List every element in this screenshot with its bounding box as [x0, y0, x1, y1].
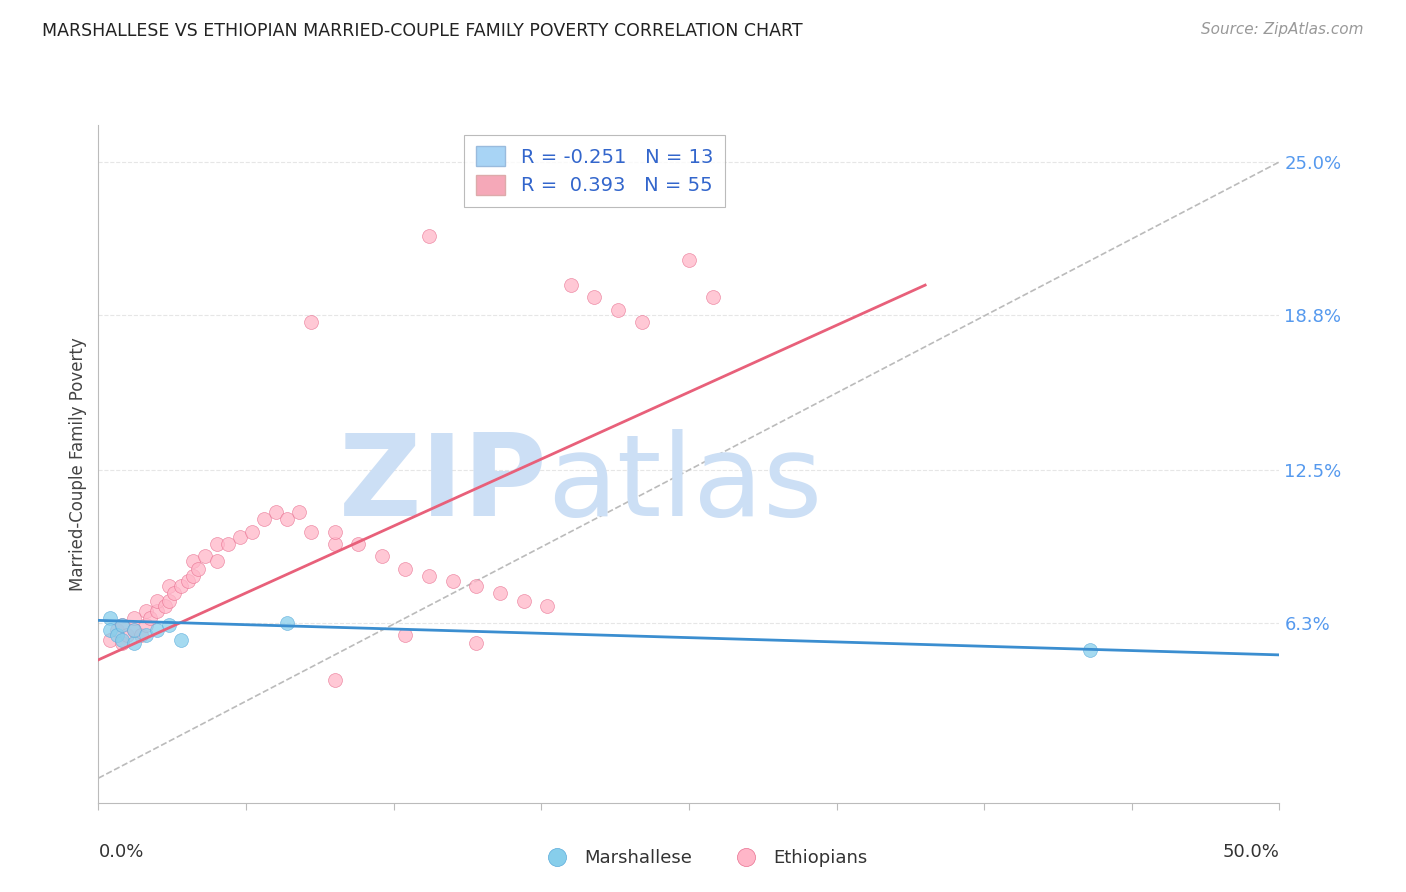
- Point: [146, 593, 169, 607]
- Point: [323, 537, 346, 551]
- Point: [276, 615, 298, 630]
- Point: [170, 633, 193, 648]
- Point: [229, 530, 252, 544]
- Text: 0.0%: 0.0%: [98, 843, 143, 861]
- Point: [122, 624, 145, 638]
- Point: [181, 569, 204, 583]
- Point: [299, 524, 322, 539]
- Point: [135, 628, 157, 642]
- Point: [129, 628, 152, 642]
- Point: [630, 315, 652, 329]
- Point: [489, 586, 512, 600]
- Point: [157, 618, 180, 632]
- Point: [347, 537, 370, 551]
- Point: [205, 537, 228, 551]
- Point: [560, 278, 582, 293]
- Point: [163, 586, 186, 600]
- Point: [394, 561, 416, 575]
- Point: [157, 593, 180, 607]
- Point: [253, 512, 276, 526]
- Point: [170, 579, 193, 593]
- Point: [98, 611, 121, 625]
- Point: [299, 315, 322, 329]
- Point: [583, 290, 606, 304]
- Point: [122, 635, 145, 649]
- Text: 50.0%: 50.0%: [1223, 843, 1279, 861]
- Point: [394, 628, 416, 642]
- Point: [323, 524, 346, 539]
- Point: [98, 624, 121, 638]
- Point: [465, 579, 488, 593]
- Point: [122, 611, 145, 625]
- Point: [177, 574, 200, 588]
- Point: [465, 635, 488, 649]
- Point: [157, 579, 180, 593]
- Point: [146, 603, 169, 617]
- Point: [512, 593, 534, 607]
- Point: [111, 618, 134, 632]
- Point: [194, 549, 217, 564]
- Point: [115, 628, 138, 642]
- Point: [1080, 643, 1102, 657]
- Point: [323, 673, 346, 687]
- Point: [702, 290, 724, 304]
- Point: [276, 512, 298, 526]
- Text: ZIP: ZIP: [339, 429, 547, 540]
- Point: [371, 549, 394, 564]
- Point: [607, 302, 630, 317]
- Text: atlas: atlas: [547, 429, 823, 540]
- Point: [111, 633, 134, 648]
- Point: [146, 624, 169, 638]
- Point: [418, 569, 440, 583]
- Text: Source: ZipAtlas.com: Source: ZipAtlas.com: [1201, 22, 1364, 37]
- Point: [105, 628, 128, 642]
- Point: [441, 574, 464, 588]
- Point: [153, 599, 176, 613]
- Text: MARSHALLESE VS ETHIOPIAN MARRIED-COUPLE FAMILY POVERTY CORRELATION CHART: MARSHALLESE VS ETHIOPIAN MARRIED-COUPLE …: [42, 22, 803, 40]
- Point: [217, 537, 239, 551]
- Point: [111, 618, 134, 632]
- Point: [264, 505, 287, 519]
- Point: [536, 599, 558, 613]
- Point: [98, 633, 121, 648]
- Point: [288, 505, 311, 519]
- Legend: Marshallese, Ethiopians: Marshallese, Ethiopians: [531, 842, 875, 874]
- Point: [135, 618, 157, 632]
- Point: [187, 561, 209, 575]
- Legend: R = -0.251   N = 13, R =  0.393   N = 55: R = -0.251 N = 13, R = 0.393 N = 55: [464, 135, 724, 207]
- Point: [111, 635, 134, 649]
- Y-axis label: Married-Couple Family Poverty: Married-Couple Family Poverty: [69, 337, 87, 591]
- Point: [240, 524, 263, 539]
- Point: [181, 554, 204, 568]
- Point: [135, 603, 157, 617]
- Point: [122, 624, 145, 638]
- Point: [678, 253, 700, 268]
- Point: [139, 611, 162, 625]
- Point: [105, 624, 128, 638]
- Point: [418, 228, 440, 243]
- Point: [205, 554, 228, 568]
